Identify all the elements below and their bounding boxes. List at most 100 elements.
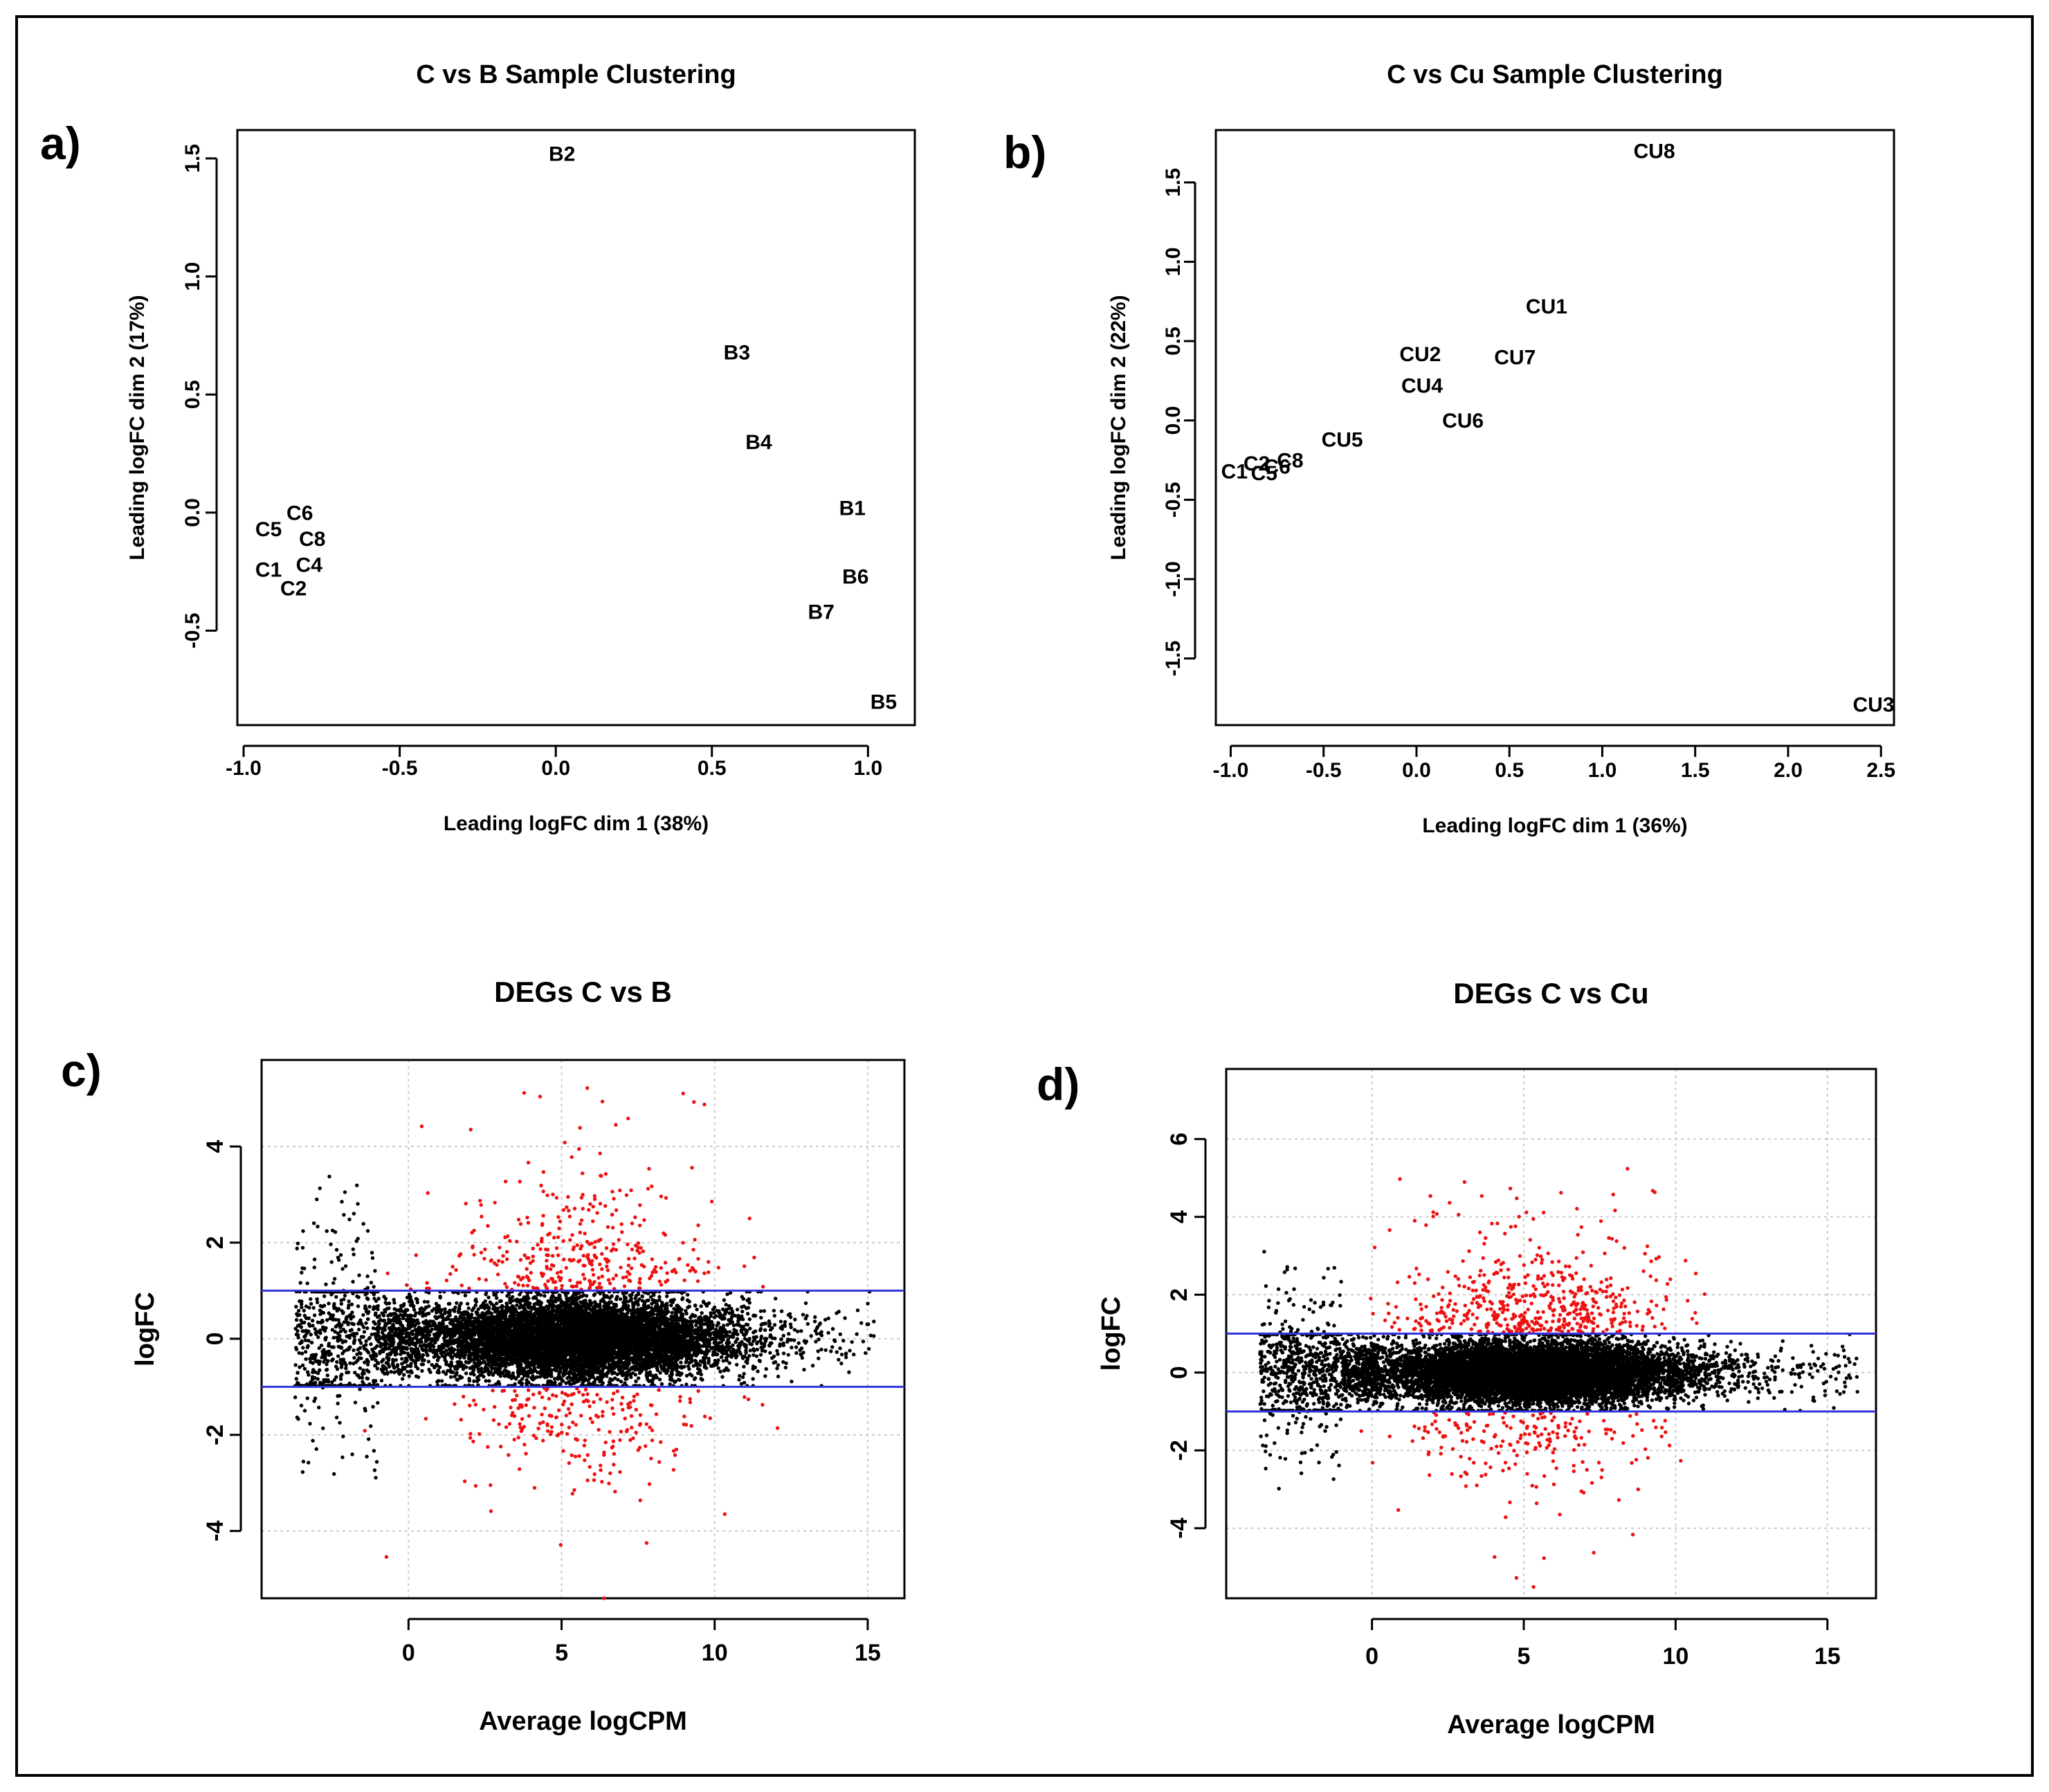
gene-point [668, 1382, 672, 1387]
gene-point [317, 1346, 322, 1351]
gene-point [772, 1308, 776, 1313]
gene-point [303, 1350, 308, 1354]
gene-point [780, 1327, 785, 1331]
x-tick-label: 10 [702, 1640, 728, 1666]
gene-point [347, 1299, 351, 1304]
x-tick-label: 1.0 [853, 757, 882, 780]
sample-point-cu8: CU8 [1634, 140, 1675, 163]
gene-point [718, 1369, 722, 1374]
gene-point [472, 1379, 476, 1383]
gene-point [318, 1320, 323, 1325]
gene-point [358, 1346, 363, 1350]
gene-point [438, 1295, 442, 1299]
gene-point [414, 1311, 418, 1315]
gene-point [830, 1345, 835, 1349]
gene-point [486, 1363, 491, 1367]
gene-point [481, 1301, 486, 1306]
gene-point [311, 1306, 316, 1310]
sample-point-b1: B1 [839, 497, 866, 520]
gene-point [801, 1313, 805, 1317]
gene-point [365, 1229, 370, 1233]
gene-point [373, 1269, 377, 1273]
x-tick-label: 2.0 [1774, 759, 1803, 782]
gene-point [351, 1247, 355, 1252]
gene-point [759, 1323, 763, 1327]
gene-point [844, 1355, 848, 1360]
gene-point [607, 1380, 612, 1384]
gene-point [324, 1326, 328, 1331]
gene-point [317, 1405, 321, 1409]
gene-point [332, 1472, 336, 1476]
gene-point [759, 1315, 763, 1320]
gene-point [813, 1315, 817, 1319]
gene-point [538, 1375, 543, 1379]
x-tick-label: 1.0 [1588, 759, 1617, 782]
gene-point [365, 1454, 369, 1459]
gene-point [363, 1360, 367, 1364]
gene-point [338, 1393, 342, 1398]
gene-point [426, 1360, 431, 1364]
gene-point [457, 1310, 461, 1315]
gene-point [395, 1362, 400, 1367]
gene-point [487, 1379, 491, 1383]
gene-point [805, 1322, 810, 1326]
gene-point [518, 1292, 522, 1297]
gene-point [347, 1303, 351, 1308]
gene-point [752, 1348, 756, 1353]
gene-point [742, 1371, 746, 1376]
gene-point [302, 1335, 307, 1339]
gene-point [426, 1299, 430, 1304]
gene-point [754, 1354, 759, 1358]
gene-point [866, 1346, 871, 1351]
gene-point [742, 1364, 746, 1369]
gene-point [725, 1323, 730, 1327]
gene-point [374, 1460, 379, 1464]
gene-point [722, 1298, 727, 1302]
gene-point [618, 1297, 623, 1301]
sample-point-b7: B7 [808, 601, 834, 624]
gene-point [737, 1378, 741, 1382]
gene-point [700, 1310, 704, 1315]
gene-point [294, 1317, 299, 1322]
panel-a-sample-clustering-c-vs-b: C vs B Sample Clustering-1.0 -0.5 0.0 0.5 1.… [126, 60, 916, 835]
chart-title: C vs Cu Sample Clustering [1387, 60, 1723, 89]
gene-point [689, 1315, 693, 1320]
gene-point [748, 1348, 752, 1353]
x-tick-label: -0.5 [1306, 759, 1342, 782]
gene-point [293, 1363, 298, 1367]
gene-point [592, 1293, 597, 1297]
gene-point [588, 1299, 592, 1303]
gene-point [847, 1370, 851, 1375]
gene-point [352, 1355, 356, 1360]
x-tick-label: 5 [555, 1640, 568, 1666]
gene-point [619, 1310, 623, 1315]
gene-point [789, 1325, 793, 1330]
gene-point [329, 1242, 333, 1247]
gene-point [784, 1361, 788, 1365]
gene-point [745, 1322, 750, 1327]
gene-point [636, 1376, 641, 1380]
sample-point-b3: B3 [724, 341, 750, 364]
gene-point [337, 1258, 341, 1262]
gene-point [379, 1378, 384, 1383]
gene-point [439, 1379, 444, 1383]
gene-point [756, 1369, 760, 1373]
gene-point [410, 1371, 414, 1375]
gene-point [327, 1301, 331, 1306]
gene-point [316, 1225, 320, 1229]
gene-point [427, 1367, 431, 1372]
sample-point-b5: B5 [871, 691, 897, 713]
sample-point-c8: C8 [1277, 450, 1303, 473]
gene-point [734, 1362, 739, 1367]
x-tick-label: 0.5 [1495, 759, 1524, 782]
x-tick-label: 0.0 [1402, 759, 1431, 782]
gene-point [302, 1409, 307, 1413]
panel-b-sample-clustering-c-vs-cu: C vs Cu Sample Clustering-1.0 -0.5 0.0 0.5 1… [1107, 60, 1895, 837]
gene-point [355, 1294, 359, 1299]
gene-point [547, 1299, 552, 1304]
y-tick-label: 0.0 [181, 498, 204, 527]
gene-point [830, 1327, 835, 1331]
y-tick-label: -2 [202, 1425, 228, 1445]
gene-point [653, 1304, 658, 1308]
plot-frame [236, 129, 916, 726]
